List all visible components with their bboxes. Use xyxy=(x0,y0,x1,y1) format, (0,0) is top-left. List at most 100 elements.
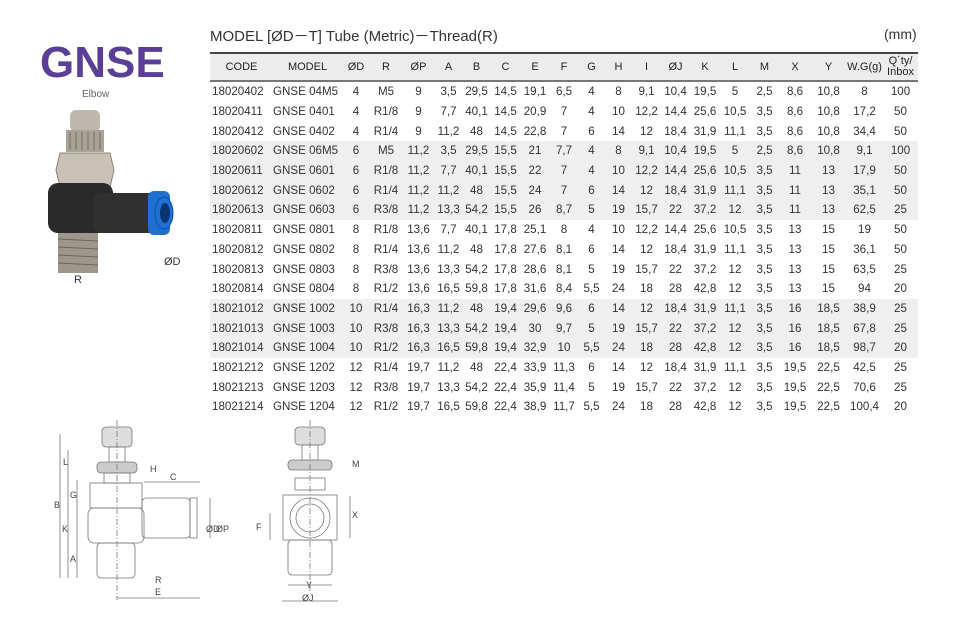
table-cell: 10,4 xyxy=(661,141,690,161)
table-cell: 50 xyxy=(883,180,918,201)
table-cell: 4 xyxy=(578,141,605,161)
table-cell: GNSE 0601 xyxy=(273,160,342,181)
dim-K: K xyxy=(62,524,68,534)
dim-E: E xyxy=(155,587,161,597)
table-cell: GNSE 04M5 xyxy=(273,85,339,99)
column-header: X xyxy=(791,60,799,73)
table-cell: 15,5 xyxy=(491,141,520,161)
table-cell: 2,5 xyxy=(756,85,773,99)
table-cell: 19 xyxy=(612,262,625,276)
table-cell: 19,1 xyxy=(523,85,547,99)
table-cell: 18020613 xyxy=(210,200,273,220)
table-cell: 12,2 xyxy=(635,105,658,119)
table-cell: 13,3 xyxy=(435,200,462,220)
table-cell: 10 xyxy=(342,318,370,338)
column-header: K xyxy=(701,60,709,73)
table-cell: 14 xyxy=(605,298,632,319)
table-cell: 19 xyxy=(612,380,625,394)
table-cell: 7,7 xyxy=(550,141,578,161)
table-cell: 11,2 xyxy=(402,180,435,201)
table-cell: 19 xyxy=(605,318,632,338)
table-cell: 18020814 xyxy=(212,282,264,296)
table-cell: 14,5 xyxy=(494,105,517,119)
table-cell: 28,6 xyxy=(523,262,547,276)
table-cell: 25 xyxy=(894,380,907,394)
table-cell: 16,3 xyxy=(402,318,435,338)
column-header: Q´ty/ Inbox xyxy=(887,55,914,78)
table-cell: 11,1 xyxy=(724,360,746,374)
table-cell: 13 xyxy=(788,282,802,296)
table-cell: 14,5 xyxy=(494,85,517,99)
table-cell: 13,6 xyxy=(407,282,430,296)
table-cell: 21 xyxy=(520,141,550,161)
table-cell: 11,2 xyxy=(402,141,435,161)
table-cell: 15 xyxy=(822,242,835,256)
table-cell: 16 xyxy=(779,298,811,319)
table-cell: 6 xyxy=(342,141,370,161)
table-cell: GNSE 1203 xyxy=(273,380,335,394)
table-cell: 15 xyxy=(822,262,835,276)
table-cell: 11,7 xyxy=(553,400,575,414)
table-cell: 26 xyxy=(520,200,550,220)
table-cell: 59,8 xyxy=(465,282,488,296)
dim-Y: Y xyxy=(306,580,312,590)
table-cell: 3,5 xyxy=(750,180,779,201)
table-cell: 40,1 xyxy=(465,105,488,119)
table-cell: 12 xyxy=(640,360,653,374)
table-cell: 8 xyxy=(352,242,360,256)
table-cell: 94 xyxy=(858,282,871,296)
table-cell: GNSE 0401 xyxy=(273,105,335,119)
table-cell: 19,5 xyxy=(690,141,720,161)
table-cell: 22,4 xyxy=(494,360,517,374)
table-cell: 54,2 xyxy=(462,318,491,338)
table-cell: 3,5 xyxy=(750,337,779,358)
dim-F: F xyxy=(256,522,262,532)
table-cell: R1/8 xyxy=(373,105,399,119)
dim-R: R xyxy=(155,575,162,585)
table-cell: 20,9 xyxy=(523,105,547,119)
table-cell: 18,4 xyxy=(664,124,687,138)
table-cell: 14 xyxy=(612,360,625,374)
table-cell: 7 xyxy=(560,105,568,119)
table-cell: 5 xyxy=(731,85,739,99)
table-cell: 4 xyxy=(352,124,360,138)
table-cell: 50 xyxy=(894,105,907,119)
table-cell: 8,1 xyxy=(555,262,573,276)
dim-H: H xyxy=(150,464,157,474)
table-cell: 3,5 xyxy=(756,223,773,237)
table-cell: 67,8 xyxy=(846,318,883,338)
table-cell: 3,5 xyxy=(756,242,773,256)
table-cell: 22 xyxy=(661,200,690,220)
table-cell: 17,8 xyxy=(494,242,517,256)
table-cell: 100 xyxy=(890,85,911,99)
table-cell: 13 xyxy=(788,242,802,256)
table-cell: 3,5 xyxy=(750,298,779,319)
table-cell: 8 xyxy=(352,223,360,237)
table-cell: 18020402 xyxy=(212,85,264,99)
table-cell: 18,5 xyxy=(811,298,846,319)
table-cell: 20 xyxy=(883,337,918,358)
table-cell: 18021213 xyxy=(212,380,264,394)
table-cell: 22,4 xyxy=(494,400,517,414)
table-cell: 18021013 xyxy=(210,318,273,338)
table-cell: 11,1 xyxy=(724,124,746,138)
dim-J: ØJ xyxy=(302,593,314,603)
table-row: 18021014 GNSE 1004 10 R1/2 16,3 16,5 59,8 19,4 3… xyxy=(210,337,918,358)
table-cell: GNSE 1204 xyxy=(273,400,335,414)
table-cell: 13 xyxy=(811,200,846,220)
table-cell: 25 xyxy=(883,298,918,319)
photo-label-thread: R xyxy=(74,274,82,285)
table-cell: GNSE 0801 xyxy=(273,223,335,237)
table-unit: (mm) xyxy=(884,26,917,42)
table-cell: 19 xyxy=(858,223,871,237)
table-cell: 22,4 xyxy=(494,380,517,394)
technical-drawing: B L G K A H C R E ØD ØP M X F Y ØJ xyxy=(54,420,360,603)
table-cell: 18021212 xyxy=(212,360,264,374)
table-cell: 13,6 xyxy=(407,223,430,237)
table-cell: 14 xyxy=(612,124,625,138)
table-cell: 12 xyxy=(720,200,750,220)
table-cell: 3,5 xyxy=(756,360,773,374)
table-cell: 20 xyxy=(894,282,907,296)
table-cell: 100 xyxy=(883,141,918,161)
table-cell: 25,6 xyxy=(690,160,720,181)
